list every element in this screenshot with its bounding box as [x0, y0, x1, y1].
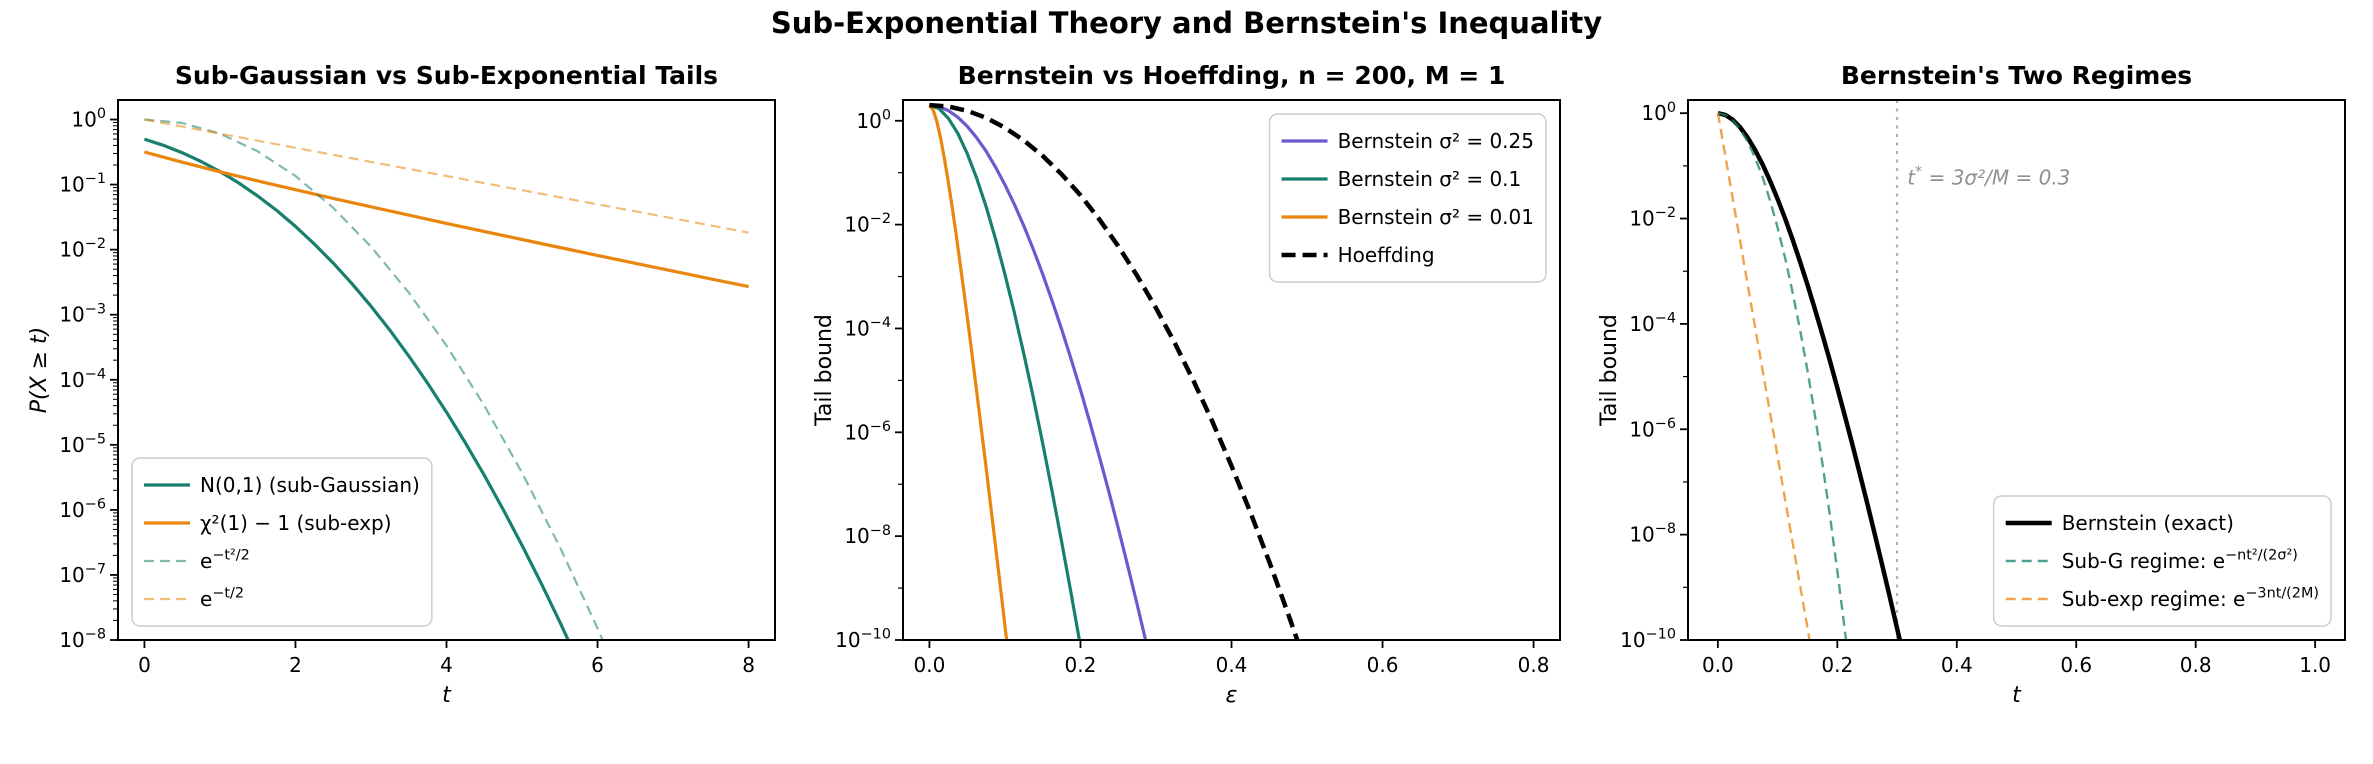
axes-box-two-regimes: [1687, 99, 2346, 641]
series-bernstein-025: [929, 103, 1148, 640]
y-axis-tails: 100 10−1 10−2 10−3 10−4 10−5 10−6 10−7 10−8: [59, 106, 118, 652]
xlabel-bernstein-vs-hoeffding: ε: [1226, 683, 1238, 708]
axes-box-bernstein-vs-hoeffding: [902, 99, 1561, 641]
svg-text:10−8: 10−8: [1629, 521, 1676, 546]
legend-box: [1268, 113, 1547, 283]
legend-label-sub-gaussian-regime: Sub-G regime: e−nt²/(2σ²): [2062, 548, 2298, 573]
chart-tails: Sub-Gaussian vs Sub-Exponential Tails 100…: [27, 61, 776, 708]
svg-text:0.0: 0.0: [1702, 653, 1734, 677]
svg-text:10−6: 10−6: [1629, 416, 1676, 441]
legend-two-regimes: Bernstein (exact) Sub-G regime: e−nt²/(2σ…: [1992, 495, 2332, 627]
series-bernstein-01: [928, 103, 1082, 640]
svg-text:10−2: 10−2: [1629, 205, 1676, 230]
svg-text:10−2: 10−2: [844, 211, 891, 236]
y-axis-two-regimes: 100 10−2 10−4 10−6 10−8 10−10: [1620, 100, 1688, 652]
series-sub-exp-ref: [144, 118, 749, 234]
series-chi-square-tail: [143, 150, 749, 289]
legend-label-sub-exp-regime: Sub-exp regime: e−3nt/(2M): [2062, 586, 2319, 611]
ylabel-bernstein-vs-hoeffding: Tail bound: [812, 314, 837, 427]
xlabel-tails: t: [442, 683, 452, 708]
svg-text:10−1: 10−1: [59, 171, 106, 196]
svg-text:100: 100: [71, 106, 106, 131]
annotation-text-two-regimes: t* = 3σ²/M = 0.3: [1907, 164, 2070, 189]
svg-text:2: 2: [289, 653, 302, 677]
svg-text:10−6: 10−6: [59, 496, 106, 521]
series-sub-gaussian-ref: [144, 118, 604, 640]
legend-box: [1992, 495, 2332, 627]
legend-label-bernstein-01: Bernstein σ² = 0.1: [1338, 167, 1522, 191]
x-axis-bernstein-vs-hoeffding: 0.0 0.2 0.4 0.6 0.8: [914, 640, 1550, 677]
svg-text:10−5: 10−5: [59, 431, 106, 456]
legend-label-normal-tail: N(0,1) (sub-Gaussian): [200, 473, 420, 497]
chart-bernstein-vs-hoeffding: Bernstein vs Hoeffding, n = 200, M = 1 10…: [812, 61, 1561, 708]
svg-text:0.6: 0.6: [1367, 653, 1399, 677]
chart-two-regimes: Bernstein's Two Regimes10010−210−410−610…: [1597, 61, 2346, 708]
svg-text:100: 100: [1641, 100, 1676, 125]
svg-text:1.0: 1.0: [2299, 653, 2331, 677]
svg-text:10−10: 10−10: [835, 627, 891, 652]
legend-label-sub-gaussian-ref: e−t²/2: [200, 548, 250, 573]
svg-text:0.0: 0.0: [914, 653, 946, 677]
y-axis-bernstein-vs-hoeffding: 100 10−2 10−4 10−6 10−8 10−10: [835, 107, 903, 652]
legend-box: [131, 457, 433, 627]
axes-box-tails: [117, 99, 776, 641]
svg-text:10−4: 10−4: [844, 315, 891, 340]
svg-text:8: 8: [742, 653, 755, 677]
svg-text:0.8: 0.8: [2180, 653, 2212, 677]
svg-text:10−2: 10−2: [59, 236, 106, 261]
x-axis-two-regimes: 0.0 0.2 0.4 0.6 0.8 1.0: [1702, 640, 2331, 677]
svg-text:0.2: 0.2: [1065, 653, 1097, 677]
svg-text:100: 100: [856, 107, 891, 132]
series-sub-exp-regime: [1716, 112, 1811, 640]
svg-text:0: 0: [138, 653, 151, 677]
ylabel-tails: P(X ≥ t): [27, 327, 52, 414]
svg-text:0.2: 0.2: [1821, 653, 1853, 677]
legend-label-sub-exp-ref: e−t/2: [200, 586, 244, 611]
svg-text:10−8: 10−8: [59, 627, 106, 652]
legend-label-hoeffding: Hoeffding: [1338, 243, 1435, 267]
xlabel-two-regimes: t: [2012, 683, 2022, 708]
legend-label-chi-square-tail: χ²(1) − 1 (sub-exp): [200, 511, 392, 535]
series-group-bernstein-vs-hoeffding: [928, 102, 1300, 640]
svg-text:10−4: 10−4: [1629, 311, 1676, 336]
svg-text:10−10: 10−10: [1620, 627, 1676, 652]
series-sub-gaussian-regime: [1717, 112, 1848, 640]
svg-text:0.4: 0.4: [1941, 653, 1973, 677]
svg-text:4: 4: [440, 653, 453, 677]
svg-text:10−7: 10−7: [59, 562, 106, 587]
chart-title-bernstein-vs-hoeffding: Bernstein vs Hoeffding, n = 200, M = 1: [958, 61, 1506, 90]
ylabel-two-regimes: Tail bound: [1597, 314, 1622, 427]
chart-title-tails: Sub-Gaussian vs Sub-Exponential Tails: [175, 61, 718, 90]
legend-label-bernstein-025: Bernstein σ² = 0.25: [1338, 129, 1534, 153]
figure-suptitle: Sub-Exponential Theory and Bernstein's I…: [770, 6, 1603, 40]
svg-text:10−3: 10−3: [59, 301, 106, 326]
legend-label-bernstein-001: Bernstein σ² = 0.01: [1338, 205, 1534, 229]
series-group-two-regimes: [1716, 111, 1903, 640]
series-bernstein-exact: [1717, 111, 1903, 640]
svg-text:0.4: 0.4: [1216, 653, 1248, 677]
series-bernstein-001: [928, 104, 1009, 640]
svg-text:10−8: 10−8: [844, 523, 891, 548]
x-axis-tails: 0 2 4 6 8: [138, 640, 755, 677]
chart-title-two-regimes: Bernstein's Two Regimes: [1841, 61, 2192, 90]
svg-text:10−4: 10−4: [59, 366, 106, 391]
legend-bernstein-vs-hoeffding: Bernstein σ² = 0.25 Bernstein σ² = 0.1 Ber…: [1268, 113, 1547, 283]
series-hoeffding: [929, 102, 1300, 640]
svg-text:10−6: 10−6: [844, 419, 891, 444]
svg-text:0.8: 0.8: [1518, 653, 1550, 677]
svg-text:6: 6: [591, 653, 604, 677]
series-group-tails: [143, 118, 749, 640]
svg-text:0.6: 0.6: [2060, 653, 2092, 677]
legend-tails: N(0,1) (sub-Gaussian) χ²(1) − 1 (sub-exp)…: [131, 457, 433, 627]
legend-label-bernstein-exact: Bernstein (exact): [2062, 511, 2234, 535]
